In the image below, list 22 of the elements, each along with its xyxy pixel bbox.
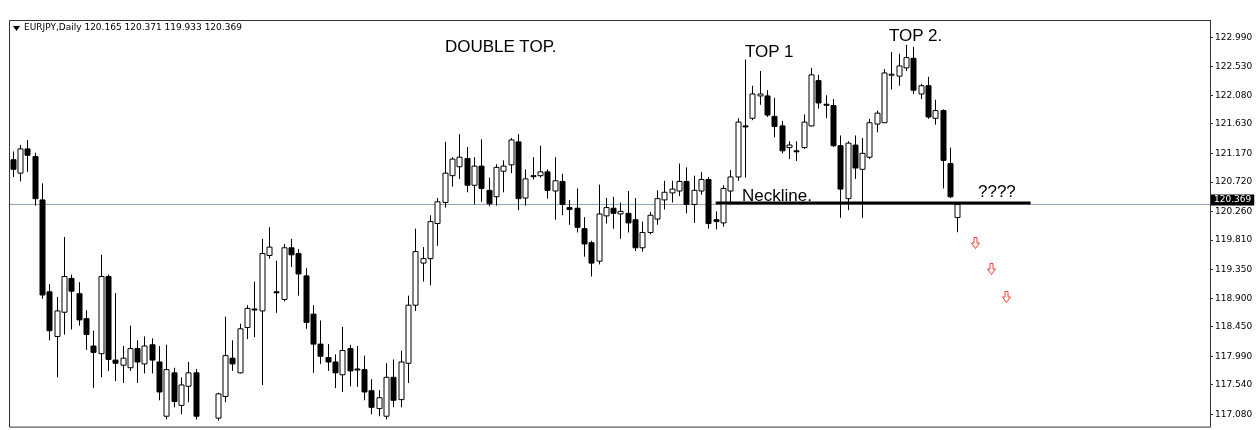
y-tick-label: 121.630 [1215,118,1253,129]
y-tick-label: 122.530 [1215,60,1253,71]
y-tick-label: 119.810 [1215,234,1253,245]
annotation: DOUBLE TOP. [445,36,557,56]
ref-line-label: 120.369 [1214,194,1252,205]
annotation: TOP 2. [889,25,943,45]
chart-title: EURJPY,Daily 120.165 120.371 119.933 120.369 [24,22,243,33]
y-tick-label: 119.350 [1215,263,1253,274]
y-tick-label: 117.080 [1215,408,1253,419]
y-tick-label: 117.540 [1215,379,1253,390]
y-tick-label: 122.080 [1215,89,1253,100]
annotation: ???? [978,181,1016,201]
y-tick-label: 120.260 [1215,205,1253,216]
annotation: TOP 1 [745,41,794,61]
candlestick [793,140,800,162]
y-tick-label: 120.720 [1215,176,1253,187]
y-tick-label: 122.990 [1215,31,1253,42]
y-tick-label: 118.900 [1215,292,1253,303]
annotation: Neckline. [742,185,812,205]
y-tick-label: 117.990 [1215,350,1253,361]
y-tick-label: 121.170 [1215,147,1253,158]
y-tick-label: 118.450 [1215,321,1253,332]
